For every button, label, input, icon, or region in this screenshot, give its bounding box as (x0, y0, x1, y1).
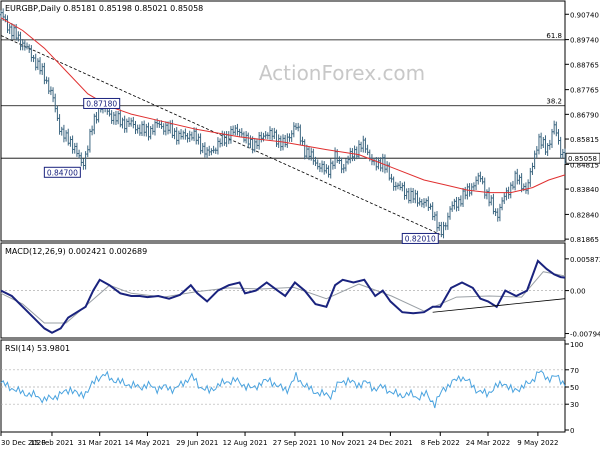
last-price-label: 0.85058 (568, 155, 597, 163)
price-y-tick-label: 0.84815 (570, 161, 599, 169)
x-tick-label: 27 Sep 2021 (273, 439, 317, 447)
price-y-tick-label: 0.88765 (570, 61, 599, 69)
rsi-y-tick-label: 70 (570, 367, 579, 375)
x-tick-label: 8 Feb 2022 (421, 439, 460, 447)
macd-trendline (432, 298, 566, 313)
macd-panel-title: MACD(12,26,9) 0.002421 0.002689 (5, 247, 147, 256)
x-tick-label: 9 May 2022 (517, 439, 558, 447)
price-y-tick-label: 0.83840 (570, 186, 599, 194)
rsi-y-tick-label: 0 (570, 427, 574, 435)
rsi-panel-frame (0, 339, 566, 433)
price-panel-frame (0, 0, 566, 242)
macd-line (0, 259, 566, 334)
price-level-label: 38.2 (546, 98, 562, 106)
axes-layer: 0.90740 0.89740 0.88765 0.87765 0.86790 0.858… (0, 11, 600, 447)
rsi-y-tick-label: 100 (570, 341, 583, 349)
macd-panel-frame (0, 242, 566, 339)
price-annotation-box (401, 232, 439, 244)
price-trendline (0, 35, 441, 235)
x-tick-label: 24 Mar 2022 (466, 439, 510, 447)
macd-layer (0, 259, 566, 334)
rsi-line (0, 370, 566, 409)
x-tick-label: 24 Dec 2021 (368, 439, 413, 447)
x-tick-label: 12 Aug 2021 (223, 439, 268, 447)
price-annotation-label: 0.84700 (47, 168, 78, 177)
x-tick-label: 10 Nov 2021 (320, 439, 365, 447)
rsi-panel-title: RSI(14) 53.9801 (5, 344, 70, 353)
x-tick-label: 30 Dec 2020 (1, 439, 46, 447)
price-y-tick-label: 0.90740 (570, 11, 599, 19)
price-y-tick-label: 0.85815 (570, 136, 599, 144)
price-y-tick-label: 0.81865 (570, 236, 599, 244)
price-panel-title: EURGBP,Daily 0.85181 0.85198 0.85021 0.8… (5, 4, 203, 13)
price-annotation-label: 0.82010 (405, 234, 436, 243)
price-layer: 0.87180 0.84700 0.82010 (0, 8, 567, 244)
price-y-tick-label: 0.86790 (570, 111, 599, 119)
price-y-tick-label: 0.82840 (570, 211, 599, 219)
last-price-box (565, 152, 600, 164)
rsi-layer (0, 369, 566, 409)
price-ma-line (0, 17, 566, 194)
price-annotation-box (43, 166, 81, 178)
x-tick-label: 31 Mar 2021 (78, 439, 122, 447)
macd-y-tick-label: 0.005872 (570, 256, 600, 264)
price-y-tick-label: 0.87765 (570, 87, 599, 95)
x-tick-label: 14 May 2021 (125, 439, 171, 447)
rsi-y-tick-label: 50 (570, 384, 579, 392)
x-tick-label: 15 Feb 2021 (30, 439, 74, 447)
price-level-label: 61.8 (546, 32, 562, 40)
watermark: ActionForex.com (259, 61, 425, 85)
price-annotation-box (83, 97, 121, 109)
x-tick-label: 29 Jun 2021 (176, 439, 218, 447)
macd-y-tick-label: -0.007945 (570, 331, 600, 339)
macd-y-tick-label: 0.00 (570, 288, 586, 296)
rsi-y-tick-label: 30 (570, 401, 579, 409)
price-annotation-label: 0.87180 (86, 99, 117, 108)
price-y-tick-label: 0.89740 (570, 37, 599, 45)
